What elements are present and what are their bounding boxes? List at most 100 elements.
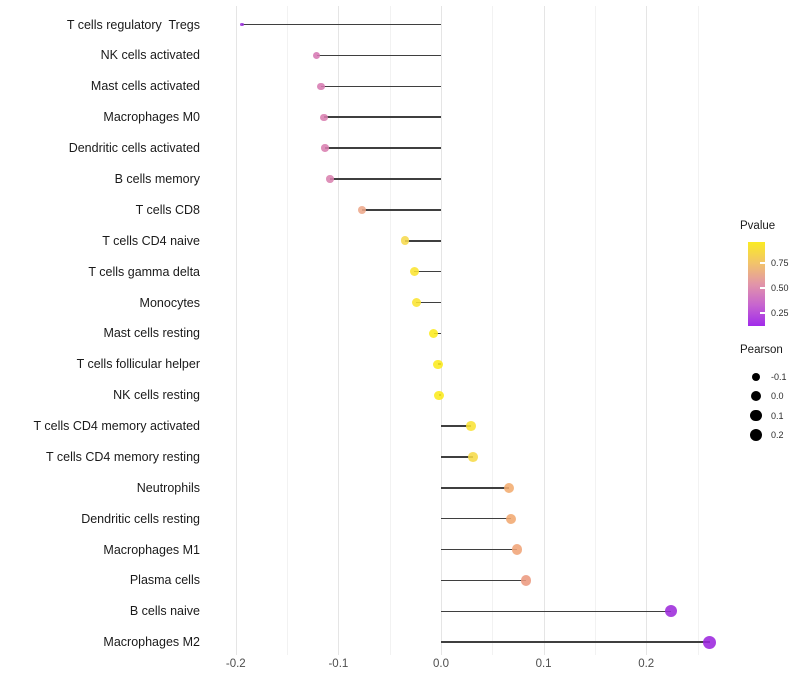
- category-label: Macrophages M2: [103, 635, 200, 650]
- size-legend-dot: [751, 391, 761, 402]
- lollipop-dot: [505, 513, 516, 524]
- size-legend-dot-box: [748, 408, 764, 424]
- size-legend-item: -0.1: [748, 368, 787, 386]
- grid-major-line: [338, 6, 340, 655]
- size-legend-label: 0.1: [771, 410, 784, 421]
- lollipop-dot: [409, 267, 419, 277]
- category-label: B cells naive: [129, 604, 200, 619]
- grid-minor-line: [697, 6, 699, 655]
- size-legend-dot-box: [748, 388, 764, 404]
- plot-panel: [207, 6, 733, 655]
- colorbar-tick-label: 0.75: [771, 257, 789, 268]
- x-tick-label: 0.0: [433, 658, 449, 670]
- x-tick-label: 0.2: [638, 658, 655, 670]
- category-label: NK cells resting: [113, 388, 200, 403]
- lollipop-dot: [400, 236, 410, 246]
- lollipop-dot: [321, 144, 329, 152]
- lollipop-segment: [441, 517, 511, 520]
- x-tick-label: -0.2: [225, 658, 246, 670]
- category-label: Macrophages M1: [103, 542, 200, 557]
- lollipop-dot: [664, 605, 677, 618]
- category-label: T cells CD8: [135, 202, 200, 217]
- lollipop-dot: [313, 51, 321, 60]
- lollipop-dot: [429, 328, 439, 339]
- lollipop-segment: [316, 54, 441, 57]
- lollipop-segment: [241, 23, 441, 26]
- x-tick-label: -0.1: [328, 658, 349, 670]
- grid-major-line: [235, 6, 237, 655]
- lollipop-dot: [326, 175, 334, 183]
- category-label: Dendritic cells resting: [81, 511, 200, 526]
- lollipop-segment: [441, 425, 471, 427]
- pvalue-legend-title: Pvalue: [740, 220, 776, 232]
- lollipop-dot: [240, 22, 244, 27]
- size-legend-dot: [749, 428, 763, 442]
- category-label: NK cells activated: [100, 48, 200, 63]
- lollipop-segment: [325, 147, 441, 149]
- lollipop-dot: [434, 390, 444, 400]
- lollipop-dot: [317, 82, 325, 90]
- lollipop-segment: [330, 178, 441, 180]
- lollipop-dot: [433, 359, 443, 369]
- colorbar-tick-mark: [760, 262, 765, 264]
- size-legend-label: 0.2: [771, 429, 784, 440]
- category-label: Monocytes: [139, 295, 200, 310]
- lollipop-dot: [465, 421, 476, 431]
- size-legend-dot-box: [748, 369, 764, 385]
- size-legend-item: 0.1: [748, 407, 784, 425]
- colorbar-tick-label: 0.25: [771, 307, 789, 318]
- colorbar-tick-mark: [760, 312, 765, 314]
- lollipop-segment: [414, 270, 441, 273]
- category-label: T cells CD4 memory resting: [46, 449, 200, 464]
- size-legend-label: -0.1: [771, 372, 787, 382]
- lollipop-segment: [416, 301, 441, 304]
- category-label: Plasma cells: [129, 573, 200, 588]
- lollipop-segment: [361, 209, 441, 211]
- size-legend-dot: [750, 409, 762, 422]
- category-label: T cells regulatory Tregs: [66, 17, 200, 32]
- category-label: Macrophages M0: [103, 110, 200, 125]
- size-legend-label: 0.0: [771, 391, 784, 402]
- lollipop-segment: [441, 641, 710, 643]
- lollipop-dot: [467, 452, 478, 462]
- pearson-size-legend: Pearson -0.1 0.0 0.1 0.2: [740, 344, 800, 454]
- category-label: T cells follicular helper: [76, 357, 200, 372]
- grid-major-line: [646, 6, 648, 655]
- category-label: T cells CD4 naive: [102, 233, 200, 248]
- lollipop-segment: [441, 610, 671, 613]
- lollipop-dot: [357, 205, 367, 214]
- lollipop-dot: [703, 635, 717, 649]
- grid-minor-line: [287, 6, 289, 655]
- colorbar-tick-label: 0.50: [771, 282, 789, 293]
- grid-minor-line: [389, 6, 391, 655]
- size-legend-dot: [751, 372, 761, 382]
- size-legend-dot-box: [748, 427, 764, 443]
- category-label: T cells gamma delta: [88, 264, 200, 279]
- grid-minor-line: [594, 6, 596, 655]
- lollipop-segment: [324, 116, 441, 119]
- category-label: Mast cells resting: [103, 326, 200, 341]
- pvalue-colorbar: [748, 242, 765, 326]
- grid-minor-line: [492, 6, 494, 655]
- x-axis-labels: -0.2 -0.1 0.0 0.1 0.2: [0, 658, 800, 678]
- size-legend-item: 0.2: [748, 426, 784, 444]
- lollipop-dot: [411, 298, 421, 308]
- grid-major-line: [543, 6, 545, 655]
- lollipop-segment: [320, 85, 441, 88]
- lollipop-segment: [441, 487, 509, 489]
- lollipop-segment: [441, 548, 517, 551]
- x-tick-label: 0.1: [535, 658, 552, 670]
- category-label: T cells CD4 memory activated: [33, 419, 201, 434]
- colorbar-tick-mark: [760, 287, 765, 289]
- y-axis-labels: T cells regulatory Tregs NK cells activat…: [0, 0, 201, 660]
- category-label: Neutrophils: [136, 480, 200, 495]
- pearson-legend-title: Pearson: [740, 344, 783, 356]
- size-legend-item: 0.0: [748, 387, 784, 405]
- lollipop-dot: [511, 544, 523, 555]
- pvalue-legend: Pvalue 0.75 0.50 0.25: [740, 220, 800, 335]
- category-label: Mast cells activated: [90, 79, 200, 94]
- grid-major-line: [441, 6, 442, 655]
- lollipop-segment: [441, 579, 527, 582]
- lollipop-segment: [405, 239, 441, 242]
